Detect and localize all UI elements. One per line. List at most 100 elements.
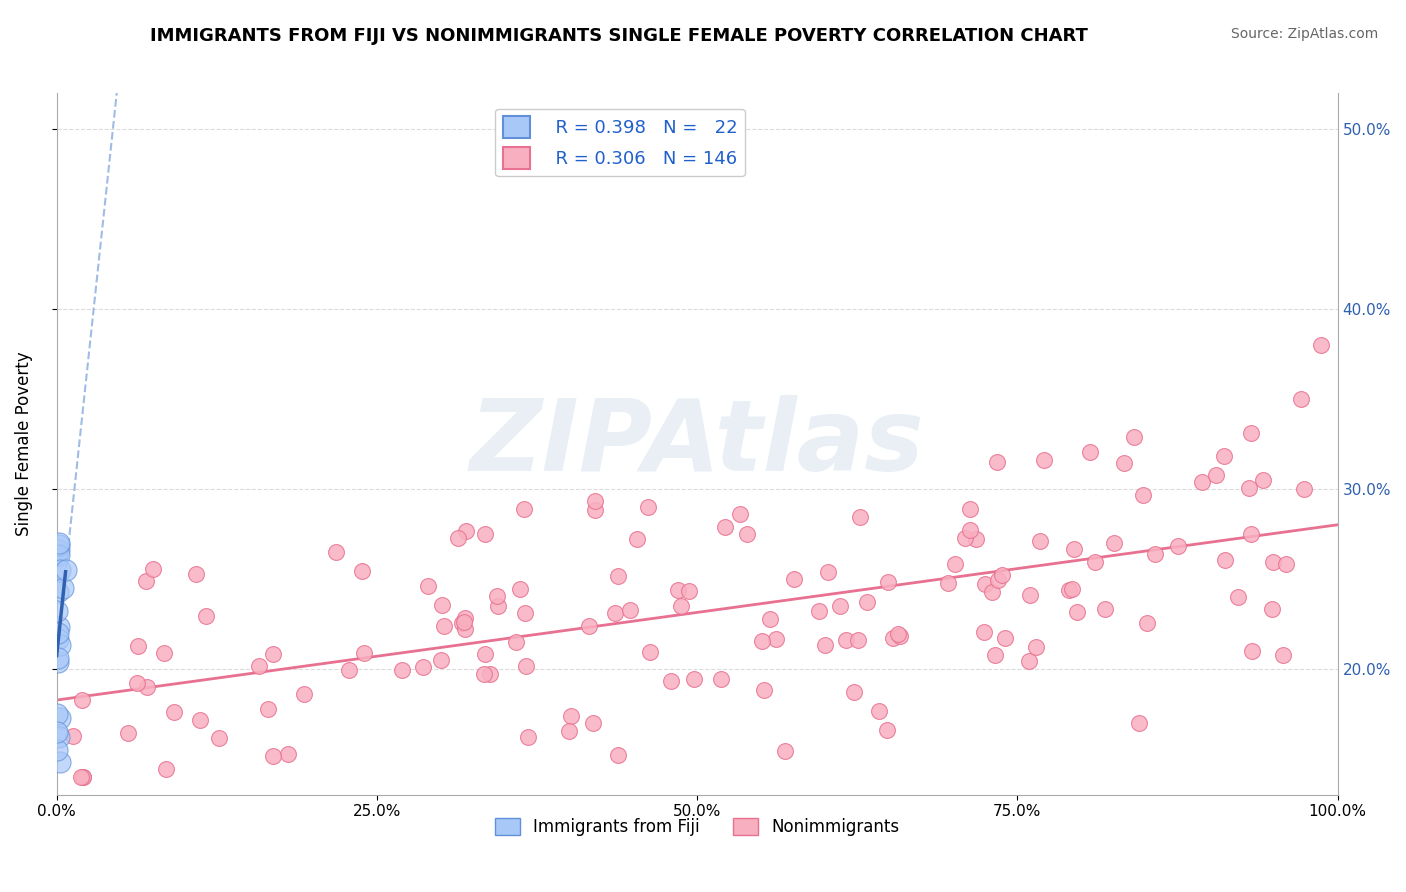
- Point: [605, 606, 627, 620]
- Point: [844, 685, 866, 699]
- Point: [474, 527, 496, 541]
- Point: [849, 509, 872, 524]
- Point: [454, 524, 477, 539]
- Point: [46, 651, 69, 665]
- Point: [325, 545, 347, 559]
- Point: [669, 599, 692, 613]
- Point: [1078, 445, 1101, 459]
- Point: [751, 634, 773, 648]
- Point: [451, 616, 474, 631]
- Point: [758, 611, 780, 625]
- Point: [48, 548, 70, 562]
- Point: [1227, 590, 1250, 604]
- Point: [876, 575, 898, 590]
- Point: [887, 626, 910, 640]
- Point: [49, 563, 72, 577]
- Point: [46, 632, 69, 647]
- Point: [472, 667, 495, 681]
- Point: [683, 672, 706, 686]
- Point: [578, 618, 600, 632]
- Point: [188, 714, 211, 728]
- Point: [668, 582, 690, 597]
- Point: [560, 708, 582, 723]
- Point: [45, 604, 67, 618]
- Point: [353, 646, 375, 660]
- Point: [765, 632, 787, 646]
- Point: [412, 660, 434, 674]
- Point: [1018, 588, 1040, 602]
- Point: [509, 582, 531, 597]
- Point: [48, 638, 70, 652]
- Point: [808, 604, 831, 618]
- Point: [987, 573, 1010, 587]
- Point: [713, 519, 735, 533]
- Point: [117, 726, 139, 740]
- Point: [257, 702, 280, 716]
- Point: [817, 565, 839, 579]
- Point: [512, 502, 534, 516]
- Point: [1167, 539, 1189, 553]
- Point: [48, 535, 70, 549]
- Point: [626, 533, 648, 547]
- Point: [991, 568, 1014, 582]
- Point: [454, 610, 477, 624]
- Point: [943, 558, 966, 572]
- Point: [638, 645, 661, 659]
- Point: [1240, 425, 1263, 440]
- Point: [155, 762, 177, 776]
- Point: [127, 639, 149, 653]
- Point: [135, 680, 157, 694]
- Point: [583, 502, 606, 516]
- Point: [1251, 473, 1274, 487]
- Point: [505, 635, 527, 649]
- Point: [936, 576, 959, 591]
- Point: [773, 744, 796, 758]
- Point: [513, 606, 536, 620]
- Point: [70, 693, 93, 707]
- Point: [195, 608, 218, 623]
- Point: [46, 625, 69, 640]
- Text: ZIPAtlas: ZIPAtlas: [470, 395, 925, 492]
- Point: [876, 723, 898, 737]
- Point: [55, 563, 77, 577]
- Point: [262, 748, 284, 763]
- Point: [814, 639, 837, 653]
- Point: [337, 663, 360, 677]
- Point: [45, 724, 67, 739]
- Point: [49, 755, 72, 769]
- Point: [1066, 605, 1088, 619]
- Point: [583, 494, 606, 508]
- Point: [1205, 468, 1227, 483]
- Point: [973, 625, 995, 640]
- Point: [558, 724, 581, 739]
- Point: [980, 585, 1002, 599]
- Point: [48, 711, 70, 725]
- Point: [72, 770, 94, 784]
- Point: [735, 526, 758, 541]
- Legend: Immigrants from Fiji, Nonimmigrants: Immigrants from Fiji, Nonimmigrants: [488, 811, 905, 843]
- Point: [1191, 475, 1213, 489]
- Point: [418, 579, 440, 593]
- Point: [959, 523, 981, 537]
- Point: [142, 561, 165, 575]
- Point: [965, 532, 987, 546]
- Point: [710, 673, 733, 687]
- Point: [868, 704, 890, 718]
- Point: [619, 603, 641, 617]
- Point: [783, 572, 806, 586]
- Point: [163, 705, 186, 719]
- Point: [678, 583, 700, 598]
- Point: [72, 770, 94, 784]
- Point: [730, 507, 752, 521]
- Point: [1143, 547, 1166, 561]
- Point: [1029, 534, 1052, 549]
- Point: [127, 676, 149, 690]
- Point: [1112, 456, 1135, 470]
- Point: [1275, 557, 1298, 571]
- Point: [447, 531, 470, 545]
- Point: [1128, 715, 1150, 730]
- Point: [48, 620, 70, 634]
- Point: [1057, 582, 1080, 597]
- Point: [474, 647, 496, 661]
- Point: [1289, 392, 1312, 406]
